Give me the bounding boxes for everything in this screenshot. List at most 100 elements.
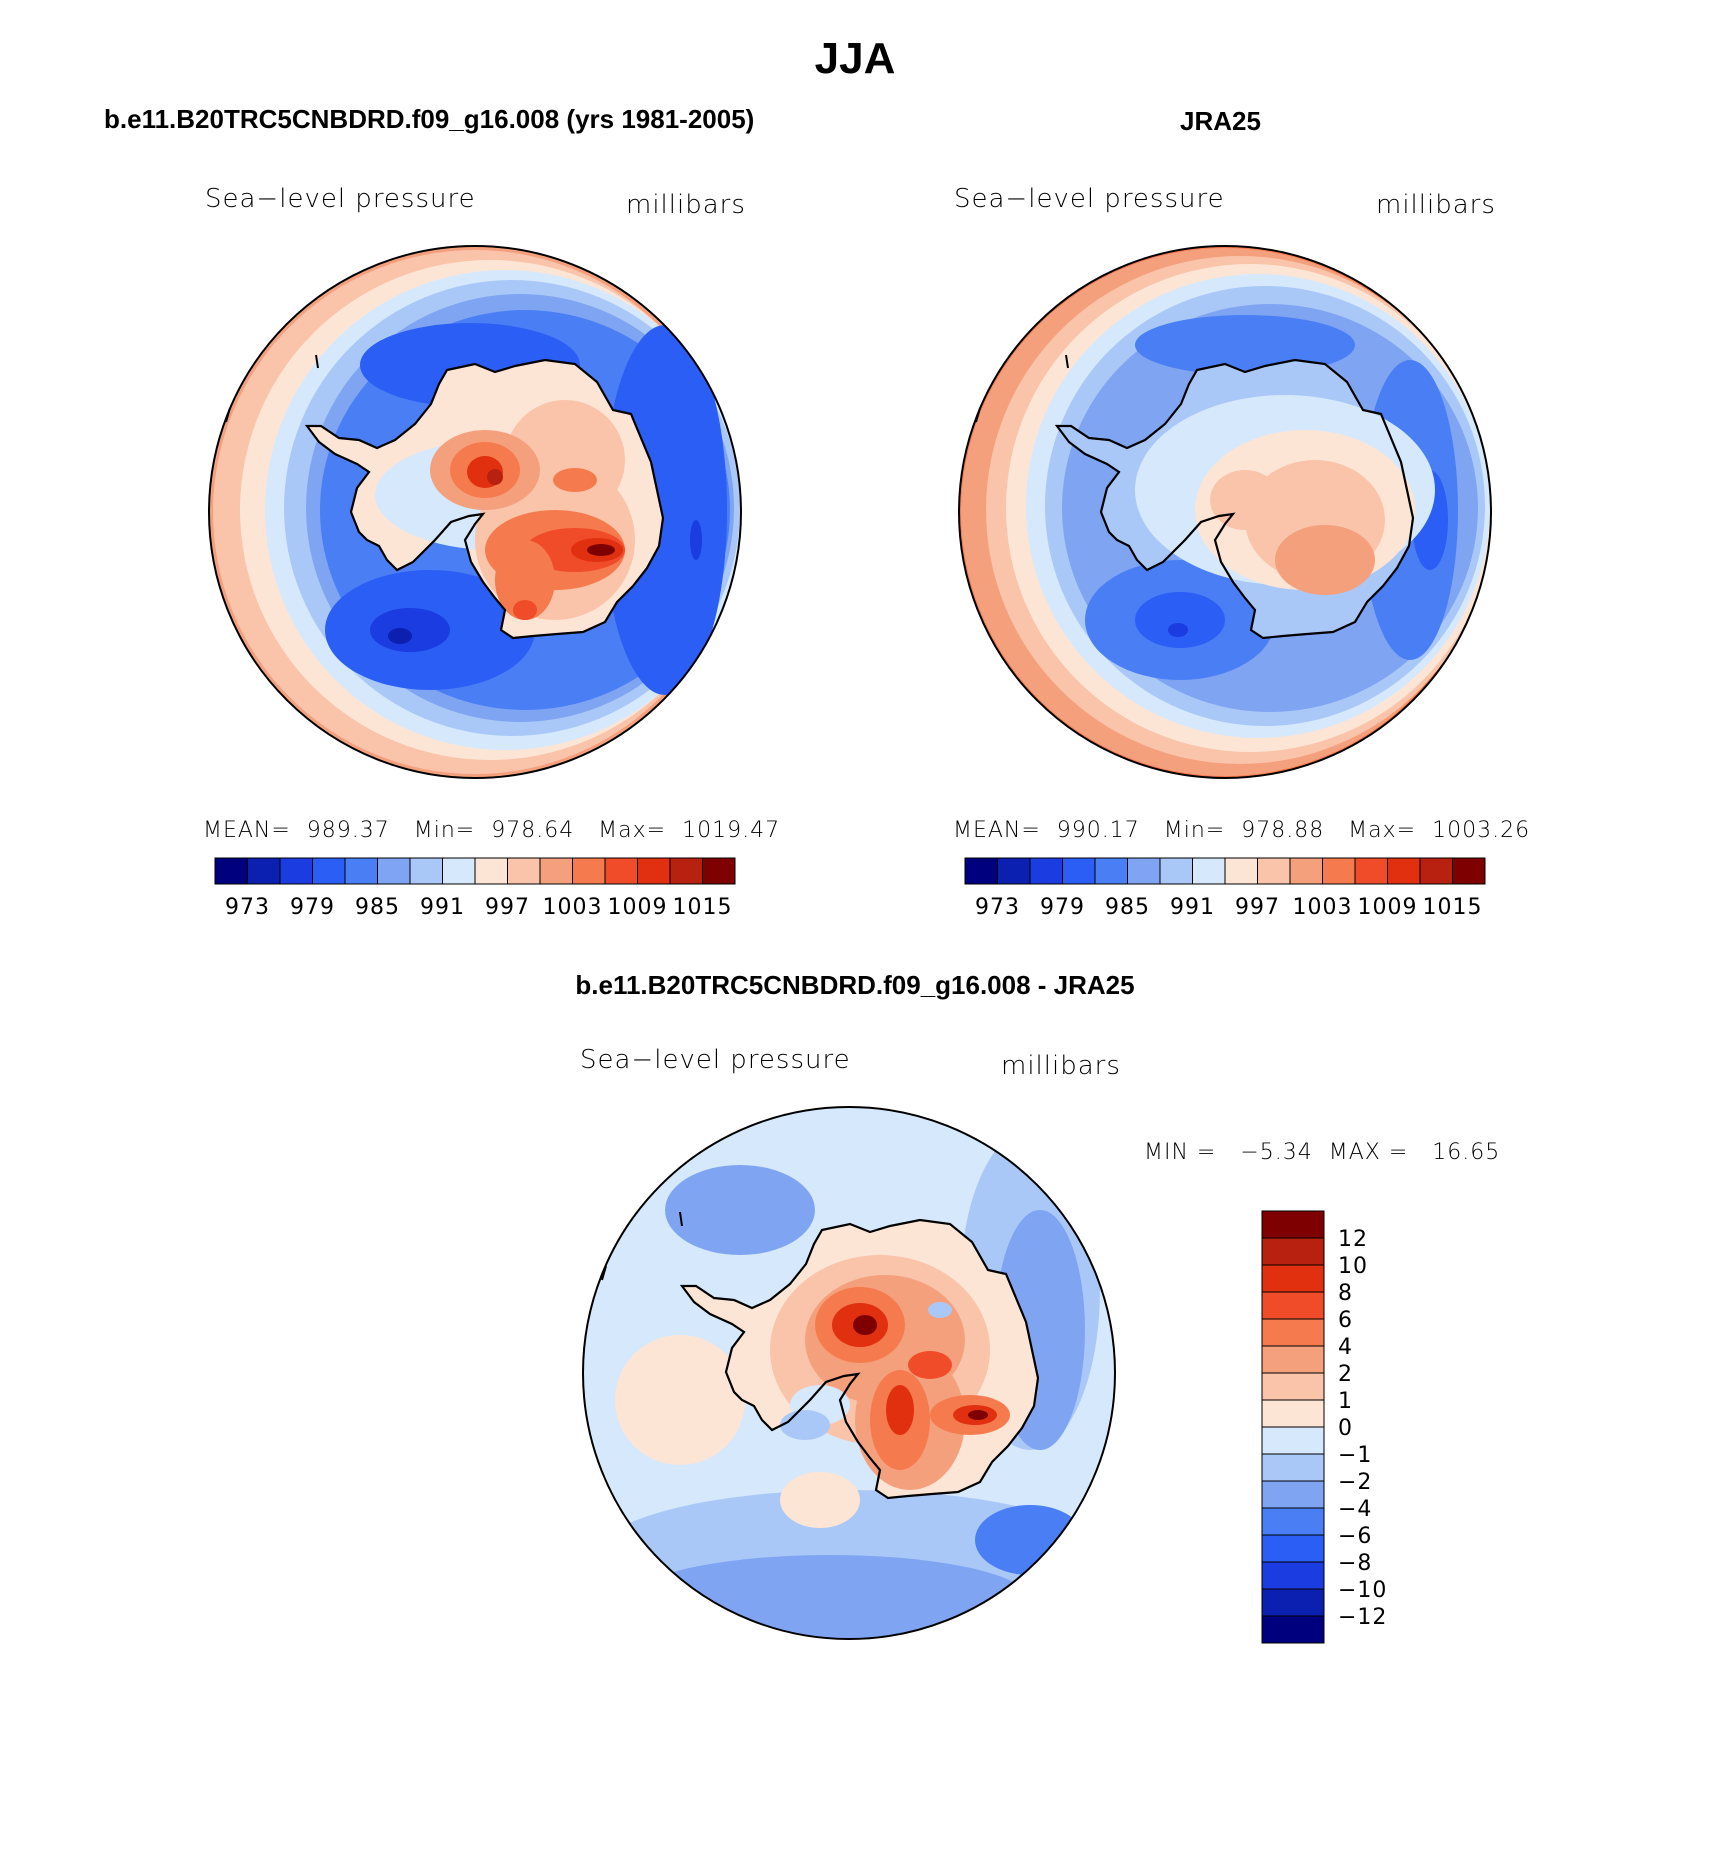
- colorbar-tick-label: 1003: [1293, 895, 1353, 920]
- colorbar-swatch: [1261, 1210, 1325, 1239]
- colorbar-swatch: [637, 857, 671, 885]
- colorbar-swatch: [344, 857, 378, 885]
- colorbar-tick-label: −2: [1338, 1470, 1372, 1495]
- colorbar-tick-label: 10: [1338, 1254, 1368, 1279]
- colorbar-tick-label: 985: [355, 895, 400, 920]
- colorbar-tick-label: 4: [1338, 1335, 1353, 1360]
- panel-2-colorbar: 973 979 985 991 997 1003 1009 1015: [964, 857, 1486, 920]
- colorbar-swatch: [604, 857, 638, 885]
- colorbar-swatch: [1387, 857, 1421, 885]
- panel-3-heading: b.e11.B20TRC5CNBDRD.f09_g16.008 - JRA25: [575, 970, 1135, 1000]
- colorbar-swatch: [507, 857, 541, 885]
- figure-title: JJA: [814, 34, 896, 83]
- colorbar-swatch: [1159, 857, 1193, 885]
- colorbar-swatch: [1261, 1507, 1325, 1536]
- panel-1-units-label: millibars: [626, 190, 746, 220]
- colorbar-tick-label: 985: [1105, 895, 1150, 920]
- colorbar-tick-label: −4: [1338, 1497, 1372, 1522]
- colorbar-tick-label: 1015: [1423, 895, 1483, 920]
- colorbar-swatch: [539, 857, 573, 885]
- colorbar-swatch: [1261, 1399, 1325, 1428]
- colorbar-swatch: [1261, 1588, 1325, 1617]
- colorbar-swatch: [214, 857, 248, 885]
- colorbar-swatch: [1261, 1372, 1325, 1401]
- colorbar-swatch: [997, 857, 1031, 885]
- colorbar-tick-label: 979: [1040, 895, 1085, 920]
- colorbar-swatch: [474, 857, 508, 885]
- colorbar-tick-label: 6: [1338, 1308, 1353, 1333]
- colorbar-swatch: [247, 857, 281, 885]
- colorbar-tick-label: 991: [1170, 895, 1215, 920]
- colorbar-swatch: [1261, 1426, 1325, 1455]
- colorbar-swatch: [442, 857, 476, 885]
- colorbar-swatch: [409, 857, 443, 885]
- panel-3-stats: MIN = −5.34 MAX = 16.65: [1144, 1140, 1501, 1165]
- panel-3-variable-label: Sea−level pressure: [580, 1045, 851, 1075]
- colorbar-tick-label: 1015: [673, 895, 733, 920]
- colorbar-tick-label: 1: [1338, 1389, 1353, 1414]
- colorbar-tick-label: 2: [1338, 1362, 1353, 1387]
- colorbar-swatch: [572, 857, 606, 885]
- colorbar-tick-label: −8: [1338, 1551, 1372, 1576]
- colorbar-swatch: [1289, 857, 1323, 885]
- panel-2-map: [958, 245, 1492, 779]
- colorbar-tick-label: −1: [1338, 1443, 1372, 1468]
- colorbar-swatch: [1192, 857, 1226, 885]
- colorbar-swatch: [1261, 1480, 1325, 1509]
- colorbar-swatch: [1224, 857, 1258, 885]
- colorbar-swatch: [1029, 857, 1063, 885]
- colorbar-tick-label: 991: [420, 895, 465, 920]
- colorbar-tick-label: 1009: [608, 895, 668, 920]
- colorbar-tick-label: 997: [485, 895, 530, 920]
- panel-1-stats: MEAN= 989.37 Min= 978.64 Max= 1019.47: [203, 818, 781, 843]
- colorbar-swatch: [702, 857, 736, 885]
- colorbar-swatch: [1261, 1453, 1325, 1482]
- panel-1-heading: b.e11.B20TRC5CNBDRD.f09_g16.008 (yrs 198…: [104, 104, 755, 134]
- colorbar-swatch: [1261, 1345, 1325, 1374]
- colorbar-swatch: [1261, 1615, 1325, 1644]
- colorbar-tick-label: −6: [1338, 1524, 1372, 1549]
- panel-2-units-label: millibars: [1376, 190, 1496, 220]
- colorbar-swatch: [1419, 857, 1453, 885]
- colorbar-tick-label: 0: [1338, 1416, 1353, 1441]
- colorbar-swatch: [1261, 1318, 1325, 1347]
- colorbar-tick-label: 973: [975, 895, 1020, 920]
- colorbar-swatch: [669, 857, 703, 885]
- panel-3-units-label: millibars: [1001, 1051, 1121, 1081]
- colorbar-swatch: [1094, 857, 1128, 885]
- colorbar-swatch: [1261, 1264, 1325, 1293]
- colorbar-swatch: [1452, 857, 1486, 885]
- colorbar-tick-label: 12: [1338, 1227, 1368, 1252]
- colorbar-swatch: [1354, 857, 1388, 885]
- colorbar-swatch: [1257, 857, 1291, 885]
- colorbar-tick-label: 973: [225, 895, 270, 920]
- island-outlines: [225, 354, 1069, 1281]
- panel-1-variable-label: Sea−level pressure: [205, 184, 476, 214]
- colorbar-tick-label: −12: [1338, 1605, 1387, 1630]
- colorbar-tick-label: 997: [1235, 895, 1280, 920]
- colorbar-swatch: [1062, 857, 1096, 885]
- panel-1-map: [208, 245, 742, 779]
- panel-2-stats: MEAN= 990.17 Min= 978.88 Max= 1003.26: [953, 818, 1531, 843]
- colorbar-swatch: [1322, 857, 1356, 885]
- colorbar-swatch: [1261, 1291, 1325, 1320]
- colorbar-swatch: [1261, 1534, 1325, 1563]
- colorbar-tick-label: 8: [1338, 1281, 1353, 1306]
- colorbar-swatch: [964, 857, 998, 885]
- panel-2-variable-label: Sea−level pressure: [954, 184, 1225, 214]
- colorbar-tick-label: 1009: [1358, 895, 1418, 920]
- colorbar-swatch: [312, 857, 346, 885]
- colorbar-tick-label: −10: [1338, 1578, 1387, 1603]
- colorbar-swatch: [1261, 1237, 1325, 1266]
- colorbar-swatch: [1261, 1561, 1325, 1590]
- colorbar-swatch: [1127, 857, 1161, 885]
- panel-1-colorbar: 973 979 985 991 997 1003 1009 1015: [214, 857, 736, 920]
- colorbar-tick-label: 1003: [543, 895, 603, 920]
- colorbar-swatch: [377, 857, 411, 885]
- colorbar-tick-label: 979: [290, 895, 335, 920]
- panel-2-heading: JRA25: [1180, 106, 1261, 136]
- panel-3-map: [582, 1106, 1116, 1640]
- colorbar-swatch: [279, 857, 313, 885]
